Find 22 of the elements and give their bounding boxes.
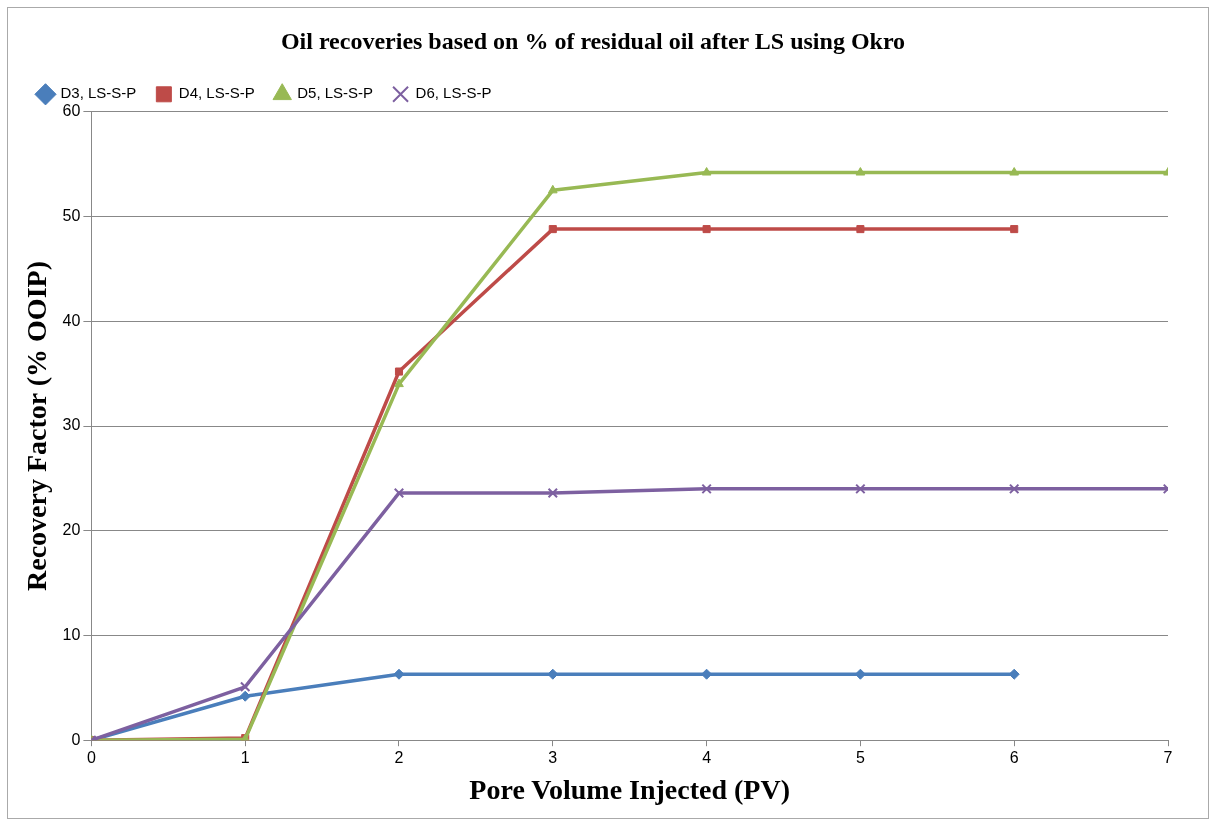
y-tick-label: 40 [62,311,81,329]
x-tick-label: 0 [86,749,96,767]
x-tick-label: 1 [240,749,250,767]
y-tick-label: 10 [62,625,81,643]
y-tick-label: 0 [71,730,81,748]
x-tick-label: 2 [394,749,404,767]
legend-label: D6, LS-S-P [415,84,492,102]
x-tick-label: 3 [548,749,558,767]
legend-label: D3, LS-S-P [60,84,137,102]
x-tick-label: 5 [855,749,865,767]
y-tick-label: 30 [62,416,81,434]
y-axis-title: Recovery Factor (% OOIP) [21,261,53,591]
y-tick-label: 60 [62,102,81,120]
x-tick-label: 6 [1009,749,1019,767]
x-tick-label: 7 [1163,749,1173,767]
legend-label: D4, LS-S-P [178,84,255,102]
x-axis-title: Pore Volume Injected (PV) [469,774,791,806]
y-tick-label: 20 [62,521,81,539]
x-tick-label: 4 [702,749,712,767]
chart-title: Oil recoveries based on % of residual oil after LS using Okro [280,27,906,54]
legend-label: D5, LS-S-P [297,84,374,102]
y-tick-label: 50 [62,206,81,224]
